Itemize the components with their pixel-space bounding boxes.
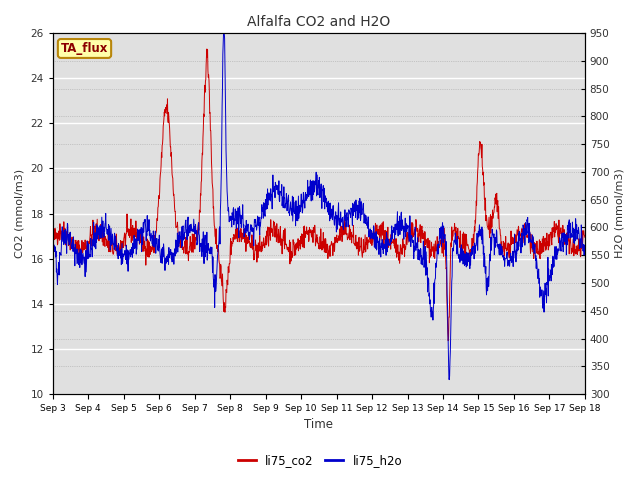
li75_co2 [90, 230, 98, 236]
li75_co2 [286, 261, 294, 267]
li75_h2o [286, 206, 294, 212]
Line: li75_co2: li75_co2 [53, 49, 585, 341]
li75_co2 [275, 231, 283, 237]
X-axis label: Time: Time [305, 419, 333, 432]
li75_co2 [49, 235, 57, 240]
Legend: li75_co2, li75_h2o: li75_co2, li75_h2o [233, 449, 407, 472]
Text: TA_flux: TA_flux [61, 42, 108, 55]
li75_co2 [581, 234, 589, 240]
li75_co2 [203, 46, 211, 52]
li75_h2o [275, 178, 283, 184]
Title: Alfalfa CO2 and H2O: Alfalfa CO2 and H2O [247, 15, 390, 29]
li75_h2o [112, 233, 120, 239]
li75_h2o [49, 234, 57, 240]
li75_h2o [352, 197, 360, 203]
Y-axis label: H2O (mmol/m3): H2O (mmol/m3) [615, 168, 625, 258]
li75_co2 [444, 338, 452, 344]
li75_h2o [581, 246, 589, 252]
li75_co2 [352, 232, 360, 238]
li75_h2o [90, 238, 98, 244]
li75_h2o [296, 210, 303, 216]
Y-axis label: CO2 (mmol/m3): CO2 (mmol/m3) [15, 169, 25, 258]
li75_co2 [296, 242, 303, 248]
li75_co2 [112, 239, 120, 244]
li75_h2o [220, 30, 228, 36]
li75_h2o [445, 377, 453, 383]
Line: li75_h2o: li75_h2o [53, 33, 585, 380]
